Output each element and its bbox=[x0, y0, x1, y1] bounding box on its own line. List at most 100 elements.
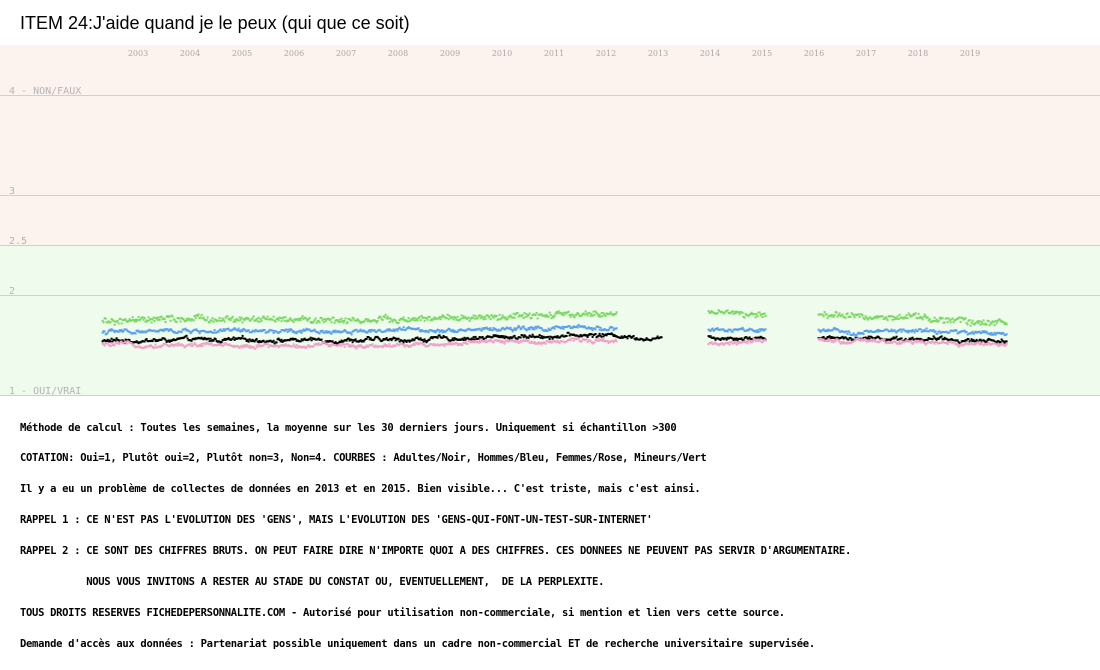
data-point bbox=[292, 320, 295, 323]
data-point bbox=[263, 329, 266, 331]
data-point bbox=[208, 321, 211, 324]
data-point bbox=[460, 314, 463, 317]
data-point bbox=[199, 316, 202, 319]
data-point bbox=[559, 312, 562, 315]
data-point bbox=[316, 344, 319, 347]
data-point bbox=[185, 317, 188, 320]
data-point bbox=[710, 341, 713, 344]
data-point bbox=[996, 343, 999, 346]
data-point bbox=[391, 329, 394, 332]
data-point bbox=[164, 338, 167, 341]
data-point bbox=[240, 344, 243, 347]
data-point bbox=[337, 320, 340, 323]
data-point bbox=[722, 328, 725, 331]
data-point bbox=[580, 340, 583, 343]
data-point bbox=[943, 321, 946, 324]
data-point bbox=[565, 335, 568, 337]
data-point bbox=[403, 345, 406, 348]
data-point bbox=[446, 343, 449, 346]
data-point bbox=[854, 339, 857, 342]
data-point bbox=[995, 341, 998, 344]
data-point bbox=[179, 344, 182, 347]
data-point bbox=[178, 317, 181, 320]
data-point bbox=[606, 340, 609, 343]
data-point bbox=[517, 324, 520, 327]
data-point bbox=[285, 328, 288, 331]
data-point bbox=[897, 318, 900, 320]
data-point bbox=[873, 339, 876, 342]
data-point bbox=[593, 341, 596, 344]
data-point bbox=[232, 346, 235, 349]
data-point bbox=[339, 320, 342, 323]
data-point bbox=[634, 338, 637, 341]
data-point bbox=[499, 336, 502, 339]
data-point bbox=[186, 319, 189, 322]
data-point bbox=[479, 316, 482, 319]
data-point bbox=[299, 318, 302, 321]
data-point bbox=[407, 339, 410, 342]
data-point bbox=[146, 320, 149, 323]
data-point bbox=[722, 344, 725, 346]
data-point bbox=[342, 343, 345, 346]
data-point bbox=[155, 316, 158, 319]
data-point bbox=[748, 339, 751, 342]
data-point bbox=[532, 342, 535, 344]
data-point bbox=[364, 330, 367, 333]
data-point bbox=[348, 339, 351, 342]
data-point bbox=[968, 319, 971, 322]
data-point bbox=[346, 321, 349, 324]
data-point bbox=[438, 334, 441, 337]
data-point bbox=[431, 318, 434, 321]
data-point bbox=[626, 337, 629, 340]
data-point bbox=[868, 340, 871, 343]
data-point bbox=[607, 329, 610, 331]
data-point bbox=[288, 339, 291, 342]
data-point bbox=[975, 338, 978, 341]
data-point bbox=[487, 327, 490, 330]
data-point bbox=[161, 328, 164, 331]
data-point bbox=[924, 330, 927, 333]
data-point bbox=[358, 320, 361, 323]
data-point bbox=[756, 315, 759, 318]
data-point bbox=[114, 339, 117, 342]
data-point bbox=[215, 331, 218, 334]
data-point bbox=[256, 320, 259, 323]
data-point bbox=[345, 322, 348, 325]
data-point bbox=[323, 318, 326, 320]
data-point bbox=[838, 340, 841, 343]
data-point bbox=[317, 337, 320, 340]
data-point bbox=[836, 338, 839, 341]
year-label: 2004 bbox=[180, 49, 200, 58]
data-point bbox=[950, 318, 953, 321]
data-point bbox=[875, 330, 878, 333]
data-point bbox=[381, 318, 384, 321]
data-point bbox=[981, 341, 984, 344]
data-point bbox=[180, 331, 183, 334]
data-point bbox=[468, 340, 471, 343]
data-point bbox=[1005, 333, 1008, 336]
data-point bbox=[548, 338, 551, 340]
data-point bbox=[321, 329, 324, 332]
data-point bbox=[762, 329, 765, 332]
data-point bbox=[867, 317, 870, 320]
data-point bbox=[932, 329, 935, 332]
data-point bbox=[300, 338, 303, 341]
data-point bbox=[455, 342, 458, 345]
data-point bbox=[511, 330, 514, 333]
data-point bbox=[367, 336, 370, 339]
data-point bbox=[563, 311, 566, 314]
data-point bbox=[407, 317, 410, 320]
data-point bbox=[149, 318, 152, 320]
data-point bbox=[753, 313, 756, 316]
data-point bbox=[1002, 321, 1005, 324]
data-point bbox=[537, 325, 540, 328]
data-point bbox=[520, 327, 523, 330]
data-point bbox=[733, 340, 736, 343]
data-point bbox=[332, 329, 335, 332]
data-point bbox=[191, 344, 194, 347]
data-point bbox=[406, 327, 409, 330]
data-point bbox=[459, 317, 462, 320]
data-point bbox=[735, 337, 738, 340]
data-point bbox=[153, 346, 156, 349]
data-point bbox=[223, 343, 226, 346]
